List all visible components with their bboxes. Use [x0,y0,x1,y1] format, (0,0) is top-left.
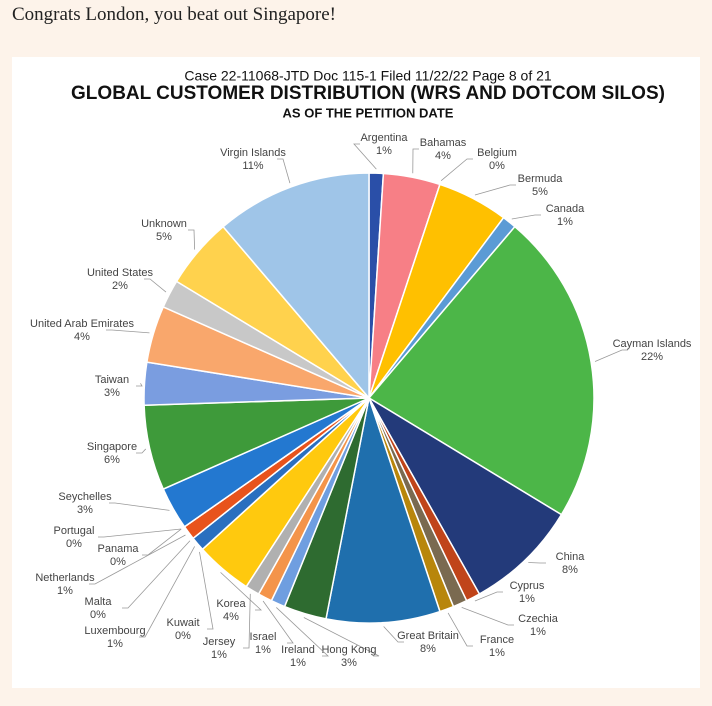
slice-label: Belgium [477,147,517,159]
slice-value-label: 4% [223,611,239,623]
slice-value-label: 11% [242,160,263,172]
slice-label: Argentina [360,132,408,144]
leader-line [144,278,167,293]
slice-label: Bermuda [518,173,564,185]
leader-line [474,591,503,602]
slice-value-label: 1% [489,647,505,659]
slice-value-label: 0% [66,538,82,550]
slice-label: Netherlands [35,572,95,584]
slice-label: Bahamas [420,137,467,149]
slice-value-label: 1% [530,626,546,638]
slice-label: United States [87,267,154,279]
slice-label: Kuwait [166,617,199,629]
pie-slice [366,395,563,596]
slice-value-label: 0% [90,609,106,621]
leader-line [136,448,147,454]
slice-label: Unknown [141,218,187,230]
leader-line [188,229,196,250]
slice-label: France [480,634,514,646]
slice-value-label: 4% [435,150,451,162]
slice-value-label: 1% [290,657,306,669]
leader-line [243,593,251,649]
slice-value-label: 2% [112,280,128,292]
slice-value-label: 5% [532,186,548,198]
chart: Case 22-11068-JTD Doc 115-1 Filed 11/22/… [12,57,700,688]
slice-label: Virgin Islands [220,147,286,159]
leader-line [89,534,186,585]
slice-value-label: 3% [77,504,93,516]
slice-value-label: 8% [420,643,436,655]
slice-value-label: 1% [255,644,271,656]
leader-line [474,184,516,196]
slice-value-label: 3% [341,657,357,669]
leader-line [106,329,150,334]
leader-line [276,607,330,657]
slice-label: Cyprus [510,580,545,592]
slice-label: Cayman Islands [613,338,692,350]
slice-label: United Arab Emirates [30,318,134,330]
leader-line [383,626,404,643]
slice-value-label: 4% [74,331,90,343]
leader-line [412,148,419,174]
leader-line [461,607,514,626]
slice-value-label: 1% [519,593,535,605]
leader-line [199,551,214,630]
pie-slice [325,395,441,624]
slice-label: Ireland [281,644,315,656]
chart-subtitle: AS OF THE PETITION DATE [283,105,454,120]
leader-line [122,540,191,609]
leader-line [262,600,294,644]
slice-label: Portugal [54,525,95,537]
pie-slice [367,225,595,516]
slice-label: Malta [85,596,113,608]
leader-line [594,349,628,362]
slice-label: Singapore [87,441,137,453]
slice-label: Hong Kong [321,644,376,656]
slice-value-label: 0% [175,630,191,642]
slice-label: Korea [216,598,246,610]
leader-line [98,528,182,538]
leader-line [142,528,182,556]
slice-label: Israel [250,631,277,643]
leader-line [303,617,380,657]
leader-line [136,383,143,387]
slice-label: Jersey [203,636,236,648]
slice-label: China [556,551,586,563]
leader-line [440,158,473,181]
slice-value-label: 1% [57,585,73,597]
slice-value-label: 3% [104,387,120,399]
slice-label: Canada [546,203,585,215]
leader-line [139,546,195,638]
slice-label: Great Britain [397,630,459,642]
leader-line [447,612,473,647]
slice-label: Panama [98,543,140,555]
pie-slice [222,172,370,401]
leader-line [109,502,170,511]
slice-value-label: 0% [489,160,505,172]
slice-label: Luxembourg [84,625,145,637]
slice-value-label: 8% [562,564,578,576]
slice-value-label: 1% [557,216,573,228]
slice-value-label: 1% [211,649,227,661]
leader-line [511,214,541,220]
chart-title: GLOBAL CUSTOMER DISTRIBUTION (WRS AND DO… [71,83,665,104]
post-text: Congrats London, you beat out Singapore! [12,4,337,25]
slice-label: Czechia [518,613,559,625]
slice-label: Seychelles [58,491,112,503]
leader-line [220,572,263,611]
chart-header: Case 22-11068-JTD Doc 115-1 Filed 11/22/… [184,68,552,84]
leader-line [277,158,291,184]
slice-value-label: 1% [107,638,123,650]
slice-value-label: 5% [156,231,172,243]
slice-value-label: 22% [641,351,663,363]
slice-value-label: 1% [376,145,392,157]
leader-line [353,143,377,170]
slice-value-label: 6% [104,454,120,466]
slice-value-label: 0% [110,556,126,568]
slice-label: Taiwan [95,374,129,386]
